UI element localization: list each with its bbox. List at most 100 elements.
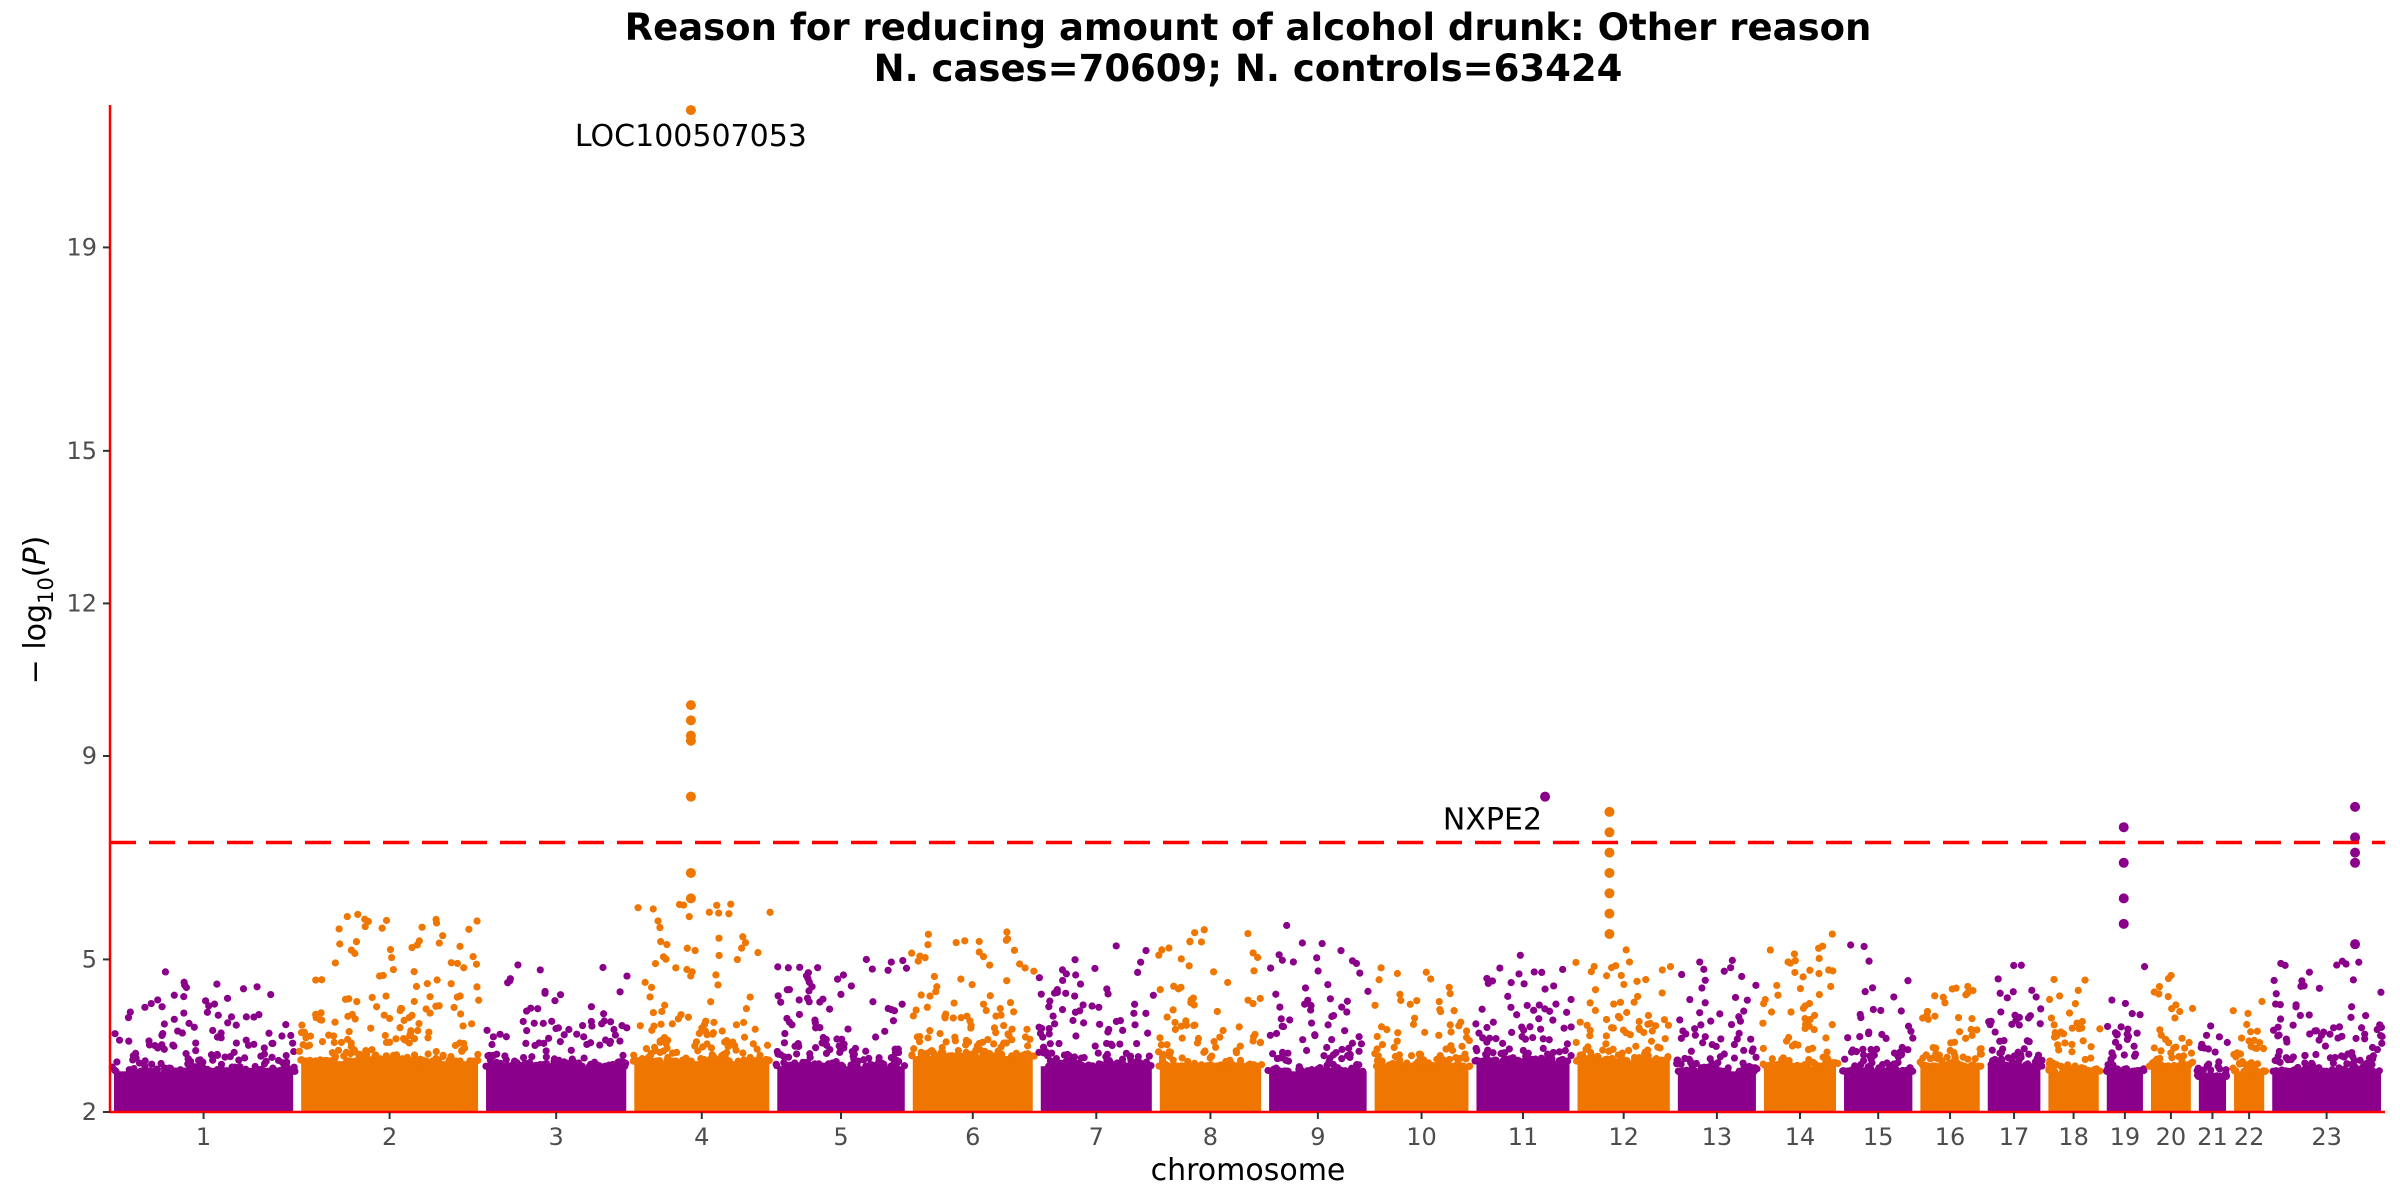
chromosome-11-point — [1529, 1057, 1538, 1065]
chromosome-9-point — [1357, 1040, 1366, 1048]
chromosome-9-point — [1318, 939, 1326, 948]
chromosome-14-point — [1793, 1062, 1801, 1070]
chromosome-23-point — [2326, 1054, 2334, 1062]
chromosome-15-point — [1875, 1067, 1883, 1075]
chromosome-5-point — [862, 955, 870, 964]
chromosome-23-point — [2368, 1043, 2377, 1052]
chromosome-1-point — [290, 1063, 298, 1071]
chromosome-5-point — [850, 1050, 858, 1058]
chromosome-11-point — [1472, 1020, 1480, 1028]
chromosome-11-point — [1480, 1057, 1488, 1065]
chromosome-13-point — [1738, 972, 1746, 981]
chromosome-3-point — [580, 1054, 588, 1062]
chromosome-1-point — [124, 1013, 133, 1022]
x-tick-label: 1 — [196, 1123, 211, 1151]
chromosome-3-point — [580, 1033, 588, 1041]
chromosome-2-point — [456, 992, 464, 1000]
x-tick-label: 22 — [2234, 1123, 2265, 1151]
chromosome-2-point — [460, 964, 468, 972]
chromosome-5-point — [862, 1047, 870, 1055]
chromosome-17-point — [1989, 1057, 1997, 1065]
chromosome-9-point — [1338, 1045, 1346, 1054]
chromosome-1-point — [156, 1042, 164, 1050]
chromosome-2-point — [439, 932, 447, 940]
chromosome-8-point — [1235, 1023, 1243, 1031]
chromosome-1-point — [287, 1031, 295, 1040]
chromosome-19-point — [2140, 963, 2149, 971]
chromosome-7-point — [1075, 1059, 1083, 1068]
chromosome-9-point — [1301, 1000, 1309, 1008]
chromosome-1-point — [115, 1036, 124, 1044]
chromosome-17-point — [2003, 994, 2011, 1002]
chromosome-17-point — [2034, 1051, 2043, 1059]
chromosome-12-point — [1622, 946, 1630, 954]
chromosome-2-point — [312, 1014, 320, 1022]
chromosome-23-point — [2375, 1067, 2383, 1075]
chromosome-14-point — [1811, 1011, 1819, 1020]
chromosome-4-point — [703, 1031, 711, 1039]
chromosome-16-point — [1939, 993, 1947, 1001]
chromosome-7-point — [1069, 1016, 1077, 1025]
chromosome-15-point — [1868, 1059, 1876, 1067]
chromosome-18-point — [2068, 1048, 2076, 1056]
chromosome-8-point — [1251, 1030, 1259, 1039]
chromosome-8-point — [1185, 962, 1193, 970]
chromosome-10-point — [1447, 1028, 1455, 1036]
chromosome-5-point — [784, 1053, 793, 1061]
x-tick-label: 23 — [2311, 1123, 2342, 1151]
chromosome-5-point — [802, 972, 811, 980]
chromosome-17-point — [2020, 1045, 2028, 1053]
chromosome-18-point — [2096, 1025, 2104, 1033]
chromosome-2-point — [343, 1057, 351, 1065]
chromosome-9-point — [1355, 1047, 1363, 1055]
chromosome-8-point — [1232, 1062, 1240, 1070]
chromosome-1-point — [145, 1067, 154, 1075]
chromosome-1-point — [241, 1054, 249, 1062]
chromosome-4-point — [713, 901, 721, 909]
chromosome-1-point — [135, 1059, 144, 1067]
chromosome-17-point — [2010, 961, 2018, 970]
chromosome-4-point — [732, 1046, 740, 1054]
x-tick-label: 10 — [1406, 1123, 1437, 1151]
chromosome-9-point — [1338, 1055, 1346, 1063]
chromosome-4-point — [675, 900, 684, 909]
chromosome-9-point — [1323, 1043, 1331, 1052]
x-tick-label: 20 — [2156, 1123, 2187, 1151]
chromosome-2-point — [456, 1039, 464, 1047]
chromosome-12-point — [1646, 1019, 1654, 1028]
chromosome-10-point — [1424, 1059, 1433, 1067]
chromosome-23-point — [2343, 1060, 2351, 1068]
chromosome-4-point — [710, 1018, 718, 1026]
chromosome-8-point — [1236, 1042, 1244, 1050]
chromosome-4-point — [691, 946, 699, 955]
chromosome-23-point — [2289, 1021, 2297, 1029]
chromosome-2-point — [410, 997, 418, 1006]
chromosome-8-point — [1169, 1056, 1177, 1064]
chromosome-11-point — [1535, 1015, 1543, 1023]
chromosome-4-point — [662, 955, 670, 963]
snp-point — [2350, 801, 2361, 812]
chromosome-16-point — [1976, 1050, 1984, 1058]
chromosome-13-point — [1740, 1007, 1748, 1015]
chromosome-2-point — [361, 922, 369, 931]
chromosome-18-point — [2081, 976, 2089, 984]
chromosome-7-points — [1035, 942, 1157, 1112]
chromosome-4-point — [752, 1057, 760, 1065]
chromosome-5-point — [887, 958, 895, 966]
chromosome-20-point — [2171, 1014, 2179, 1022]
chromosome-5-point — [811, 1019, 819, 1027]
chromosome-15-point — [1897, 1007, 1905, 1015]
chromosome-5-point — [869, 998, 877, 1006]
chromosome-7-point — [1102, 1039, 1111, 1048]
chromosome-16-point — [1931, 992, 1939, 1000]
chromosome-23-point — [2305, 1011, 2313, 1019]
chromosome-2-point — [388, 953, 396, 962]
chromosome-23-point — [2341, 1065, 2349, 1073]
chromosome-4-point — [652, 1047, 660, 1055]
chromosome-4-point — [715, 951, 723, 960]
chromosome-15-point — [1839, 1067, 1847, 1075]
chromosome-6-point — [1005, 1031, 1013, 1040]
chromosome-9-point — [1337, 947, 1345, 955]
chromosome-22-point — [2247, 1028, 2255, 1036]
chromosome-1-point — [207, 1051, 216, 1059]
